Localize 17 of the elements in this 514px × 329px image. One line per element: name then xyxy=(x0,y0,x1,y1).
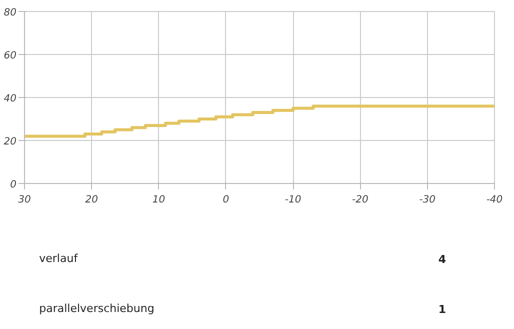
x-tick-label: 20 xyxy=(85,194,98,206)
y-tick-label: 0 xyxy=(10,180,17,190)
text: verlauf xyxy=(39,252,79,265)
y-tick-label: 80 xyxy=(4,8,17,18)
text: 4 xyxy=(438,253,446,266)
text: parallelverschiebung xyxy=(39,302,154,315)
y-tick-label: 20 xyxy=(4,136,17,148)
x-tick-label: -30 xyxy=(419,194,436,206)
x-tick-label: -40 xyxy=(486,194,503,206)
y-tick-label: 40 xyxy=(4,94,17,104)
x-tick-label: -20 xyxy=(352,194,368,206)
text: 1 xyxy=(438,303,446,316)
x-tick-label: 30 xyxy=(18,194,31,206)
x-tick-label: 0 xyxy=(222,194,230,206)
y-tick-label: 60 xyxy=(4,50,17,62)
x-tick-label: 10 xyxy=(152,194,166,206)
x-tick-label: -10 xyxy=(284,194,302,206)
